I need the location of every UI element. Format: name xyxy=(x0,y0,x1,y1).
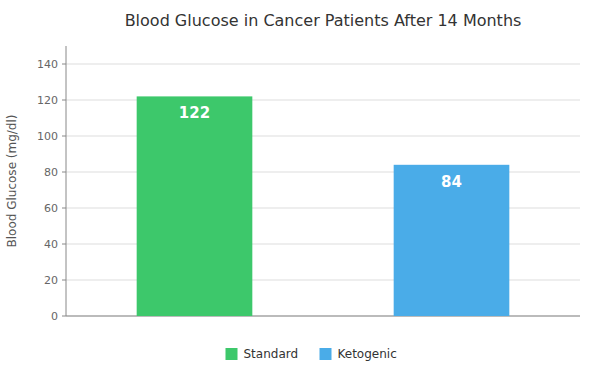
bars xyxy=(137,96,510,316)
tick-mark xyxy=(62,244,66,245)
tick-mark xyxy=(62,100,66,101)
legend: Standard Ketogenic xyxy=(226,347,397,361)
y-axis-line xyxy=(66,46,67,316)
tick-mark xyxy=(62,172,66,173)
y-axis: 0 20 40 60 80 100 120 140 xyxy=(37,46,580,323)
y-axis-label: Blood Glucose (mg/dl) xyxy=(5,115,19,248)
tick-label: 20 xyxy=(44,274,58,287)
tick-mark xyxy=(62,208,66,209)
bar xyxy=(137,96,253,316)
tick-label: 100 xyxy=(37,130,58,143)
data-label: 122 xyxy=(179,104,210,122)
title: Blood Glucose in Cancer Patients After 1… xyxy=(125,11,522,30)
data-label: 84 xyxy=(441,173,462,191)
tick-mark xyxy=(62,136,66,137)
tick-mark xyxy=(62,280,66,281)
tick-mark xyxy=(62,64,66,65)
tick-label: 140 xyxy=(37,58,58,71)
tick-mark xyxy=(62,316,66,317)
grid-line xyxy=(66,64,580,65)
bar xyxy=(394,165,510,316)
tick-label: 0 xyxy=(51,310,58,323)
tick-label: 80 xyxy=(44,166,58,179)
legend-label: Standard xyxy=(244,347,299,361)
chart-svg: Blood Glucose in Cancer Patients After 1… xyxy=(0,0,600,380)
data-labels: 122 84 xyxy=(179,104,462,190)
page: {"chart_data": {"type": "bar", "title": … xyxy=(0,0,600,380)
legend-swatch xyxy=(320,348,332,360)
chart-container: Blood Glucose in Cancer Patients After 1… xyxy=(0,0,600,380)
tick-label: 60 xyxy=(44,202,58,215)
tick-label: 40 xyxy=(44,238,58,251)
tick-label: 120 xyxy=(37,94,58,107)
legend-swatch xyxy=(226,348,238,360)
legend-label: Ketogenic xyxy=(338,347,397,361)
